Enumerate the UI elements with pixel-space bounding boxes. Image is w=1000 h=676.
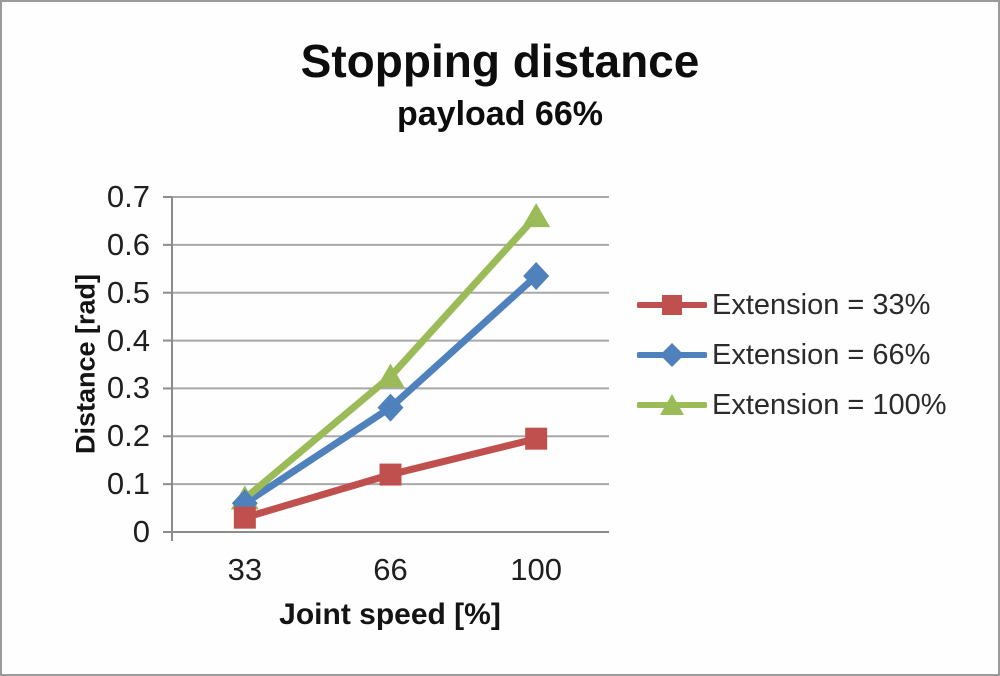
legend-marker-shape [660,394,684,415]
data-point-square [379,463,402,486]
legend-item: Extension = 100% [637,380,947,430]
y-tick-label: 0.3 [106,370,150,406]
x-tick-label: 33 [227,552,263,587]
data-point-triangle [376,363,405,388]
y-tick-label: 0.2 [106,418,150,454]
x-tick-label: 100 [510,552,563,587]
x-tick-label: 66 [373,552,408,587]
data-point-diamond [377,393,404,422]
series-line [241,212,540,502]
y-tick-label: 0.6 [106,226,150,262]
y-tick-label: 0.1 [106,466,150,502]
legend-marker-diamond-icon [637,343,707,367]
data-point-square [233,506,256,529]
y-tick-label: 0.5 [106,274,150,310]
legend-label: Extension = 33% [712,288,931,321]
legend-item: Extension = 33% [637,280,947,330]
legend-item: Extension = 66% [637,330,947,380]
y-tick-label: 0.4 [106,322,150,358]
chart-title: Stopping distance [300,35,700,87]
legend-marker-square-icon [637,295,707,315]
data-point-diamond [523,261,550,290]
legend-label: Extension = 66% [712,338,931,371]
legend-marker-shape [660,343,684,367]
legend: Extension = 33% Extension = 66% Extensio… [637,280,947,430]
data-point-square [525,427,548,450]
chart-subtitle: payload 66% [397,95,603,133]
y-tick-label: 0 [132,514,150,549]
data-point-triangle [522,203,551,228]
legend-marker-triangle-icon [637,394,707,415]
x-axis-title: Joint speed [%] [279,598,501,631]
y-tick-label: 0.7 [106,179,150,214]
legend-marker-shape [662,295,682,315]
legend-label: Extension = 100% [712,388,947,421]
